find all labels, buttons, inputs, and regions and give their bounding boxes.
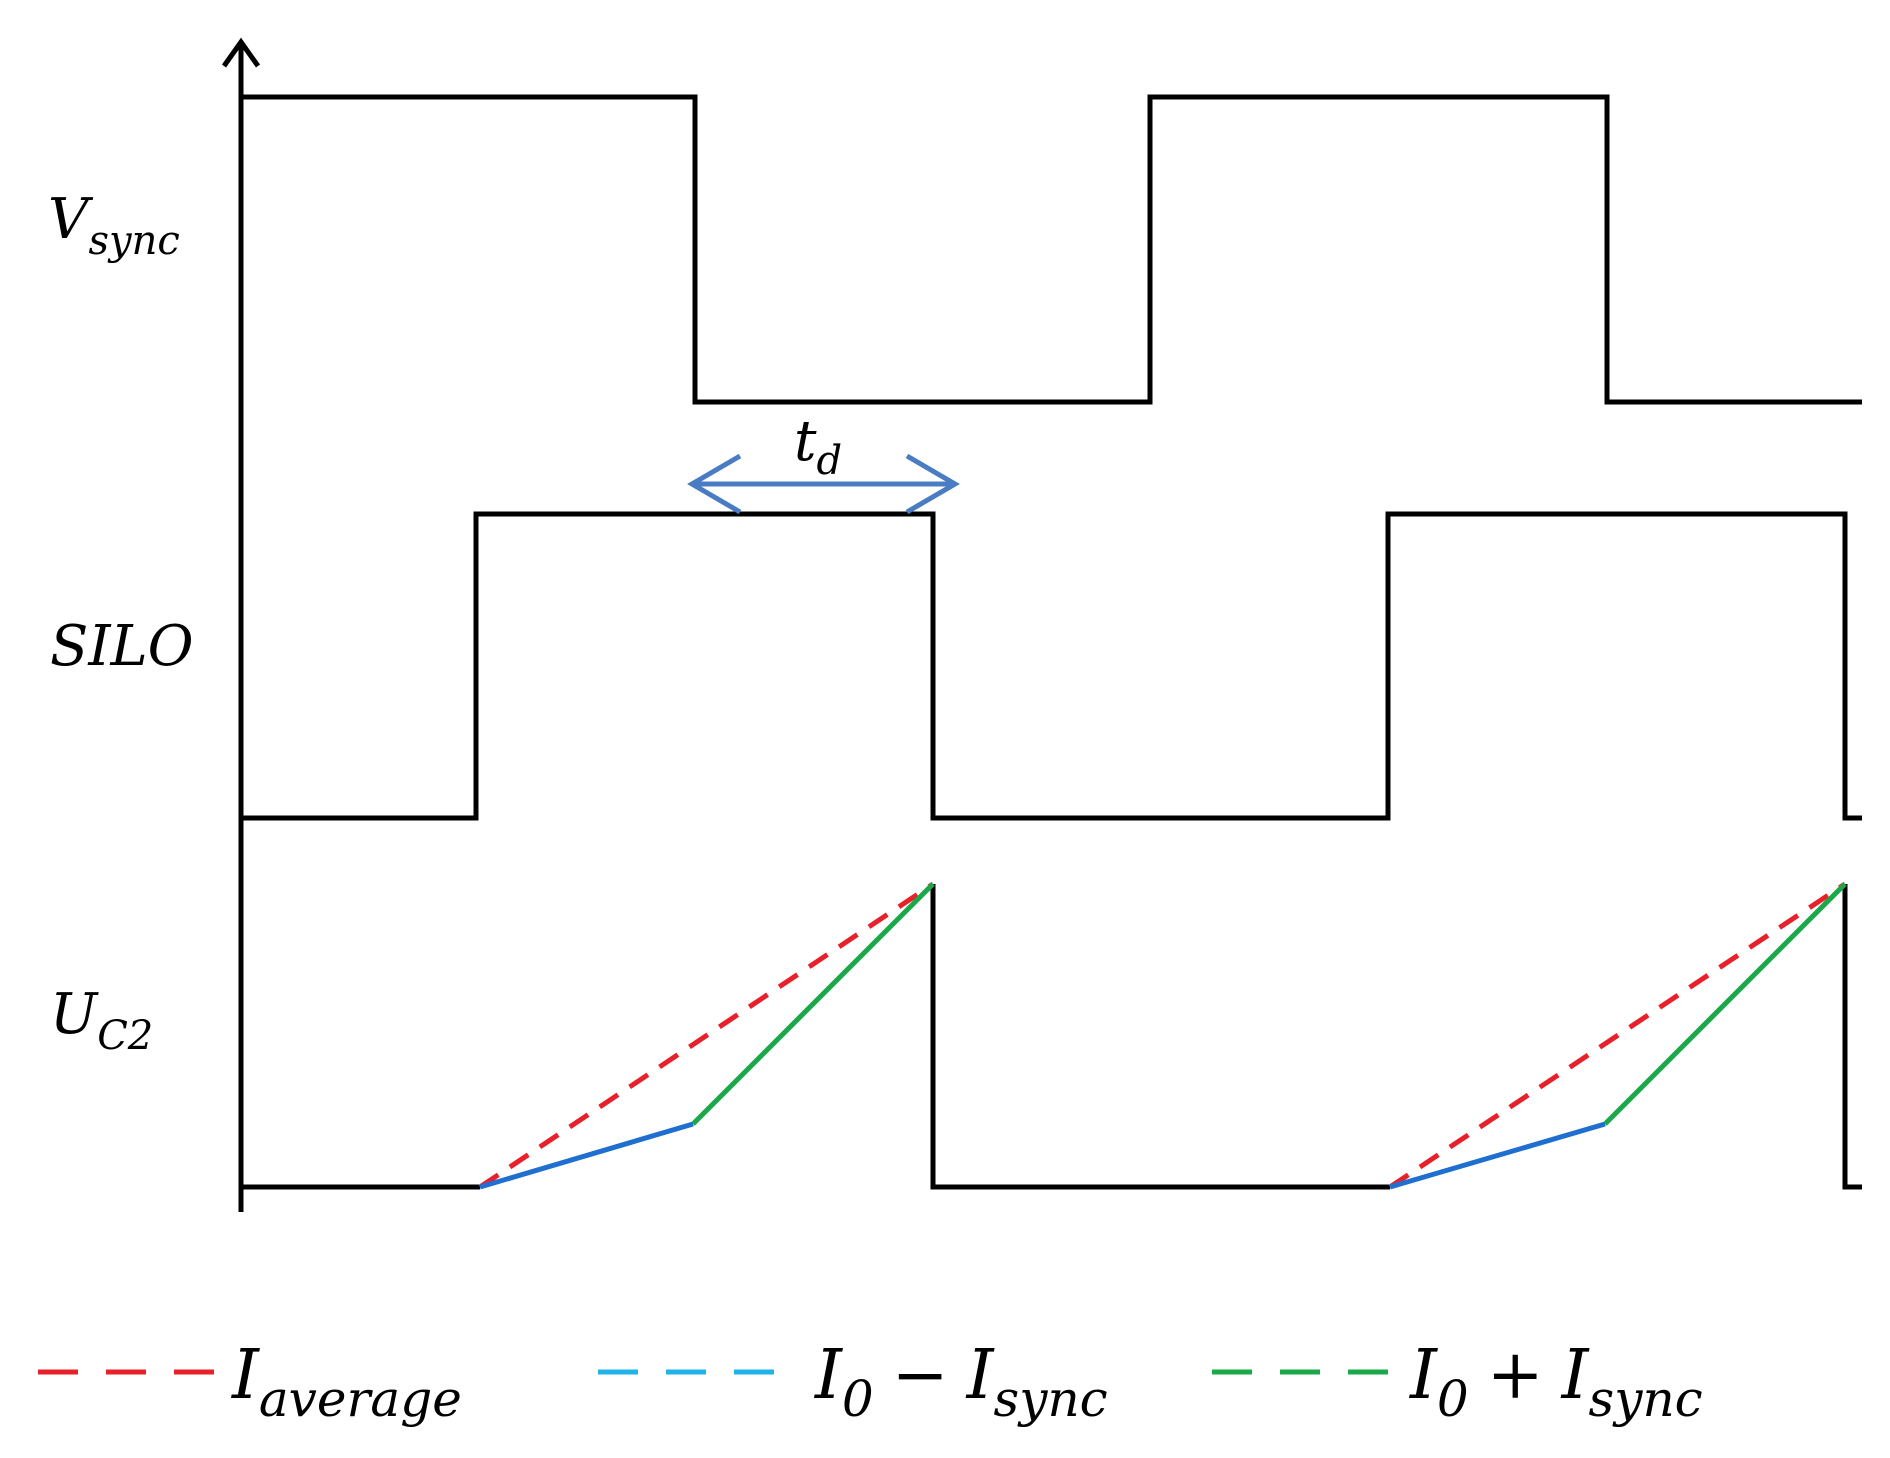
silo-waveform <box>241 511 1862 821</box>
uc2-label: UC2 <box>50 982 153 1059</box>
high-slope-segment-1 <box>691 882 935 1126</box>
high-slope-segment-2 <box>1603 882 1847 1126</box>
svg-text:I0+Isync: I0 + Isync <box>1408 1336 1703 1428</box>
silo-label: SILO <box>50 614 194 679</box>
legend: Iaverage I0− Isync I0 + Isync <box>38 1336 1703 1428</box>
vsync-label: Vsync <box>48 187 180 264</box>
delay-label: td <box>794 409 842 484</box>
uc2-ramp-1 <box>478 881 935 1190</box>
vsync-waveform <box>241 94 1862 405</box>
svg-text:Iaverage: Iaverage <box>230 1336 462 1428</box>
time-axis <box>221 37 261 1212</box>
legend-item-i0-minus-isync: I0− Isync <box>598 1336 1108 1428</box>
legend-item-i0-plus-isync: I0 + Isync <box>1212 1336 1703 1428</box>
low-slope-segment-1 <box>479 1121 694 1190</box>
delay-arrow <box>687 453 960 515</box>
average-ramp-2 <box>1388 881 1847 1190</box>
uc2-ramp-2 <box>1388 881 1847 1190</box>
legend-item-average: Iaverage <box>38 1336 462 1428</box>
uc2-reset-2 <box>1842 884 1862 1190</box>
low-slope-segment-2 <box>1389 1121 1606 1190</box>
svg-text:I0−Isync: I0− Isync <box>813 1336 1108 1428</box>
average-ramp-1 <box>478 881 935 1190</box>
uc2-reset-1 <box>930 884 1390 1190</box>
